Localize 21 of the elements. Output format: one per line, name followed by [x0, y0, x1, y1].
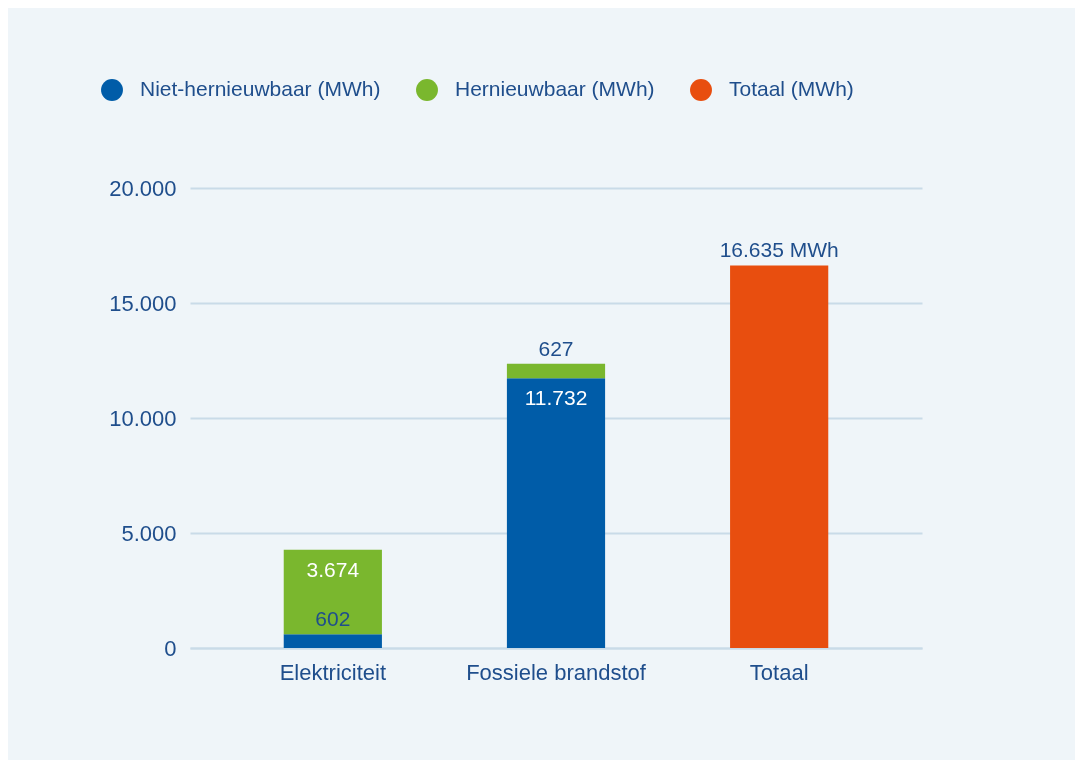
y-tick-label: 0 [164, 635, 177, 661]
y-tick-label: 10.000 [109, 405, 177, 431]
x-tick-label: Elektriciteit [279, 659, 387, 685]
bar [283, 549, 382, 635]
data-label: 3.674 [306, 557, 360, 581]
bar [283, 634, 382, 648]
legend-label: Totaal (MWh) [729, 77, 854, 101]
x-tick-label: Totaal [749, 659, 809, 685]
x-tick-label: Fossiele brandstof [466, 659, 647, 685]
bar [730, 265, 829, 648]
data-label: 11.732 [524, 386, 588, 410]
data-label: 627 [538, 336, 574, 360]
y-tick-label: 15.000 [109, 290, 177, 316]
data-label: 16.635 MWh [719, 238, 839, 262]
bar [506, 378, 606, 648]
y-tick-label: 5.000 [121, 520, 177, 546]
legend-label: Hernieuwbaar (MWh) [455, 77, 655, 101]
y-tick-label: 20.000 [109, 175, 177, 201]
bar [506, 363, 606, 379]
data-label: 602 [315, 607, 351, 631]
legend-label: Niet-hernieuwbaar (MWh) [140, 77, 381, 101]
